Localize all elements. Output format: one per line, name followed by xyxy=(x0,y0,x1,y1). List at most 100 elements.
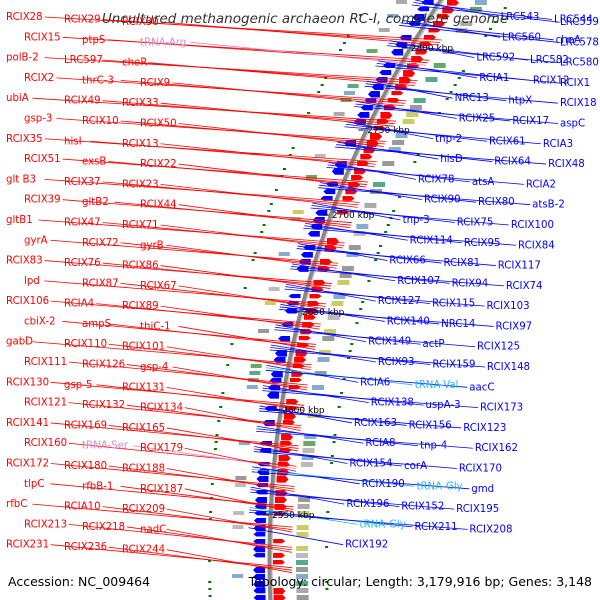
cog-category-block xyxy=(296,532,309,537)
reverse-gene-arrow xyxy=(391,49,404,56)
cog-category-block xyxy=(378,28,390,32)
gene-label: gmd xyxy=(471,484,494,495)
orf-marker xyxy=(243,287,247,289)
cog-category-block xyxy=(388,147,401,152)
reverse-gene-arrow xyxy=(417,7,430,12)
gene-label-leader-line xyxy=(367,80,453,99)
gene-label: RCIX78 xyxy=(418,174,455,185)
orf-marker xyxy=(379,245,383,247)
cog-category-block xyxy=(300,462,313,467)
gene-label-leader-line xyxy=(354,106,559,124)
gene-label-leader-line xyxy=(160,183,358,208)
gene-label-leader-line xyxy=(265,369,468,388)
orf-marker xyxy=(453,84,457,86)
orf-marker xyxy=(208,588,212,590)
scale-tick-label: 2800 kbp xyxy=(411,44,454,54)
orf-marker xyxy=(317,91,321,93)
gene-label: RCIX209 xyxy=(122,504,165,515)
gene-label-leader-line xyxy=(303,227,517,246)
gene-label: RCIX131 xyxy=(122,382,165,393)
gene-label: RCIX33 xyxy=(122,98,159,109)
gene-label-leader-line xyxy=(126,404,301,429)
cog-category-block xyxy=(297,511,310,516)
gene-label: RCIA10 xyxy=(64,502,101,513)
reverse-gene-arrow xyxy=(273,357,286,363)
gene-label-leader-line xyxy=(328,161,416,180)
gene-label: RCIX44 xyxy=(140,200,177,211)
gene-label: corA xyxy=(404,461,427,472)
forward-gene-arrow xyxy=(273,553,286,558)
cog-category-block xyxy=(246,385,258,389)
gene-label-leader-line xyxy=(108,465,295,490)
reverse-gene-arrow xyxy=(288,294,301,299)
orf-marker xyxy=(307,112,311,114)
cog-category-block xyxy=(233,511,245,515)
gene-label: RCIX130 xyxy=(6,377,49,388)
gene-label: RCIX213 xyxy=(24,519,67,530)
cog-category-block xyxy=(311,385,324,390)
orf-marker xyxy=(339,49,343,51)
gene-label: LRC559 xyxy=(560,17,599,28)
label-layer: RCIX28 RCIX29 RCIX30 RCIX15 ptpS tRNA-Arg polB… xyxy=(6,12,599,556)
gene-label: RCIX138 xyxy=(371,398,414,409)
cog-category-block xyxy=(356,224,369,229)
orf-marker xyxy=(337,406,341,408)
orf-marker xyxy=(392,210,396,212)
gene-label-leader-line xyxy=(102,262,332,287)
forward-gene-arrow xyxy=(360,154,373,160)
gene-label: RCIX22 xyxy=(140,159,177,170)
gene-label: exsB xyxy=(82,157,106,168)
gene-label-leader-line xyxy=(178,204,351,229)
orf-marker xyxy=(445,98,449,100)
gene-label-leader-line xyxy=(398,24,559,43)
gene-label-leader-line xyxy=(269,349,485,368)
gene-label: RCIX117 xyxy=(498,261,541,272)
cog-category-block xyxy=(304,434,317,439)
gene-label: RCIX94 xyxy=(452,278,489,289)
gene-label-leader-line xyxy=(250,491,455,510)
gene-label: rfbC xyxy=(6,499,27,510)
gene-label: atsB-2 xyxy=(532,200,565,211)
reverse-gene-arrow xyxy=(253,518,266,524)
gene-label: gsp-4 xyxy=(140,362,168,373)
gene-label: LRC580 xyxy=(560,58,599,69)
scale-tick-label: 2650 kbp xyxy=(302,308,345,318)
reverse-gene-arrow xyxy=(253,539,266,544)
gene-label-leader-line xyxy=(102,181,359,206)
orf-marker xyxy=(208,581,212,583)
reverse-gene-arrow xyxy=(323,189,336,195)
cog-category-block xyxy=(395,133,408,138)
gene-label: htpX xyxy=(508,96,532,107)
genome-summary-text: Topology: circular; Length: 3,179,916 bp… xyxy=(248,574,592,589)
gene-label-leader-line xyxy=(172,82,404,107)
gene-label: RCIX47 xyxy=(64,217,101,228)
gene-label: RCIX152 xyxy=(401,502,444,513)
gene-label: RCIX12 xyxy=(533,75,570,86)
cog-category-block xyxy=(322,336,335,341)
forward-gene-arrow xyxy=(424,35,437,40)
gene-label: RCIX80 xyxy=(478,197,515,208)
gene-label: RCIX187 xyxy=(140,484,183,495)
gene-label-leader-line xyxy=(108,425,299,449)
gene-label-leader-line xyxy=(44,57,418,81)
gene-label: RCIA3 xyxy=(543,139,573,150)
gene-label-leader-line xyxy=(160,305,320,330)
gene-label-leader-line xyxy=(90,140,376,165)
gene-label: RCIX17 xyxy=(512,116,549,127)
gene-label: atsA xyxy=(472,177,495,188)
cog-category-block xyxy=(317,357,330,362)
gene-label: RCIX51 xyxy=(24,154,61,165)
reverse-gene-arrow xyxy=(256,476,269,483)
gene-label: LRC560 xyxy=(502,32,541,43)
cog-category-block xyxy=(339,273,352,278)
gene-label: RCIX188 xyxy=(122,464,165,475)
gene-label: tlpC xyxy=(24,479,44,490)
cog-category-block xyxy=(353,231,366,236)
gene-label: RCIX89 xyxy=(122,301,159,312)
orf-marker xyxy=(397,196,401,198)
gene-label-leader-line xyxy=(318,187,531,206)
cog-category-block xyxy=(425,77,438,82)
cog-category-block xyxy=(296,560,308,565)
gene-label-leader-line xyxy=(44,138,377,163)
gene-label: RCIX25 xyxy=(459,113,496,124)
